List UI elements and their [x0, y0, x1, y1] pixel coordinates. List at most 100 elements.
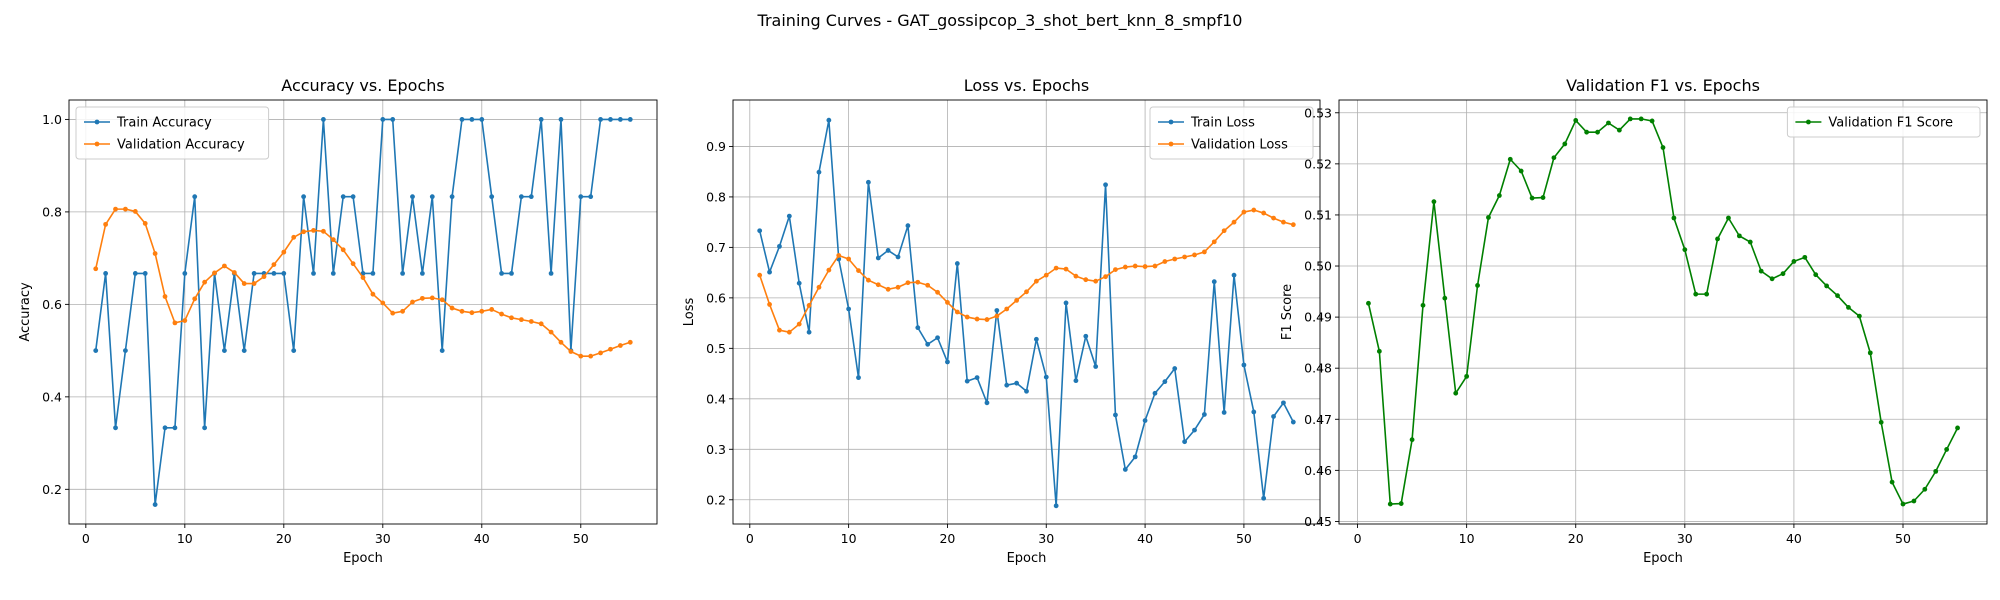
f1-data-point	[1562, 141, 1568, 147]
loss-data-point	[1182, 254, 1188, 260]
loss-data-point	[1221, 228, 1227, 234]
loss-data-point	[786, 213, 792, 219]
loss-data-point	[1083, 277, 1089, 283]
loss-data-point	[1132, 454, 1138, 460]
f1-x-tick-label: 40	[1786, 531, 1802, 546]
loss-data-point	[1290, 419, 1296, 425]
loss-data-point	[994, 313, 1000, 319]
f1-y-tick-label: 0.51	[1304, 207, 1332, 222]
f1-data-point	[1671, 215, 1677, 221]
f1-panel: 0 10 20 30 40 50 0.45 0.46 0.47 0.48 0.49 0.50 0.51 0…	[1280, 76, 1988, 566]
accuracy-data-point	[449, 194, 455, 200]
f1-data-point	[1922, 486, 1928, 492]
loss-data-point	[826, 117, 832, 123]
loss-data-point	[885, 286, 891, 292]
accuracy-data-point	[93, 266, 99, 272]
accuracy-data-point	[429, 194, 435, 200]
f1-data-point	[1682, 247, 1688, 253]
f1-x-tick-label: 10	[1459, 531, 1475, 546]
accuracy-data-point	[162, 294, 168, 299]
accuracy-data-point	[142, 221, 148, 226]
accuracy-data-point	[162, 425, 168, 431]
loss-y-tick-label: 0.7	[706, 240, 726, 255]
accuracy-data-point	[321, 228, 326, 234]
f1-data-point	[1496, 193, 1502, 198]
accuracy-data-point	[212, 270, 217, 276]
f1-x-tick-label: 50	[1895, 531, 1911, 546]
loss-data-point	[816, 284, 822, 290]
loss-data-point	[777, 327, 782, 333]
f1-data-point	[1802, 254, 1808, 260]
f1-data-point	[1453, 390, 1459, 396]
accuracy-data-point	[301, 229, 307, 235]
accuracy-data-point	[123, 348, 128, 354]
accuracy-x-tick-label: 40	[474, 531, 490, 546]
loss-data-point	[1211, 239, 1217, 245]
accuracy-data-point	[499, 270, 504, 276]
f1-data-point	[1616, 127, 1622, 133]
loss-data-point	[1063, 300, 1069, 306]
accuracy-y-tick-label: 0.8	[42, 204, 62, 219]
f1-data-point	[1638, 116, 1644, 122]
accuracy-data-point	[350, 261, 356, 267]
loss-data-point	[1033, 278, 1039, 284]
loss-data-point	[1093, 278, 1099, 284]
accuracy-data-point	[202, 279, 208, 285]
loss-data-point	[1281, 400, 1286, 406]
loss-y-tick-label: 0.4	[706, 391, 726, 406]
loss-data-point	[786, 329, 792, 335]
accuracy-data-point	[301, 194, 307, 200]
accuracy-data-point	[558, 339, 564, 345]
loss-data-point	[964, 314, 970, 320]
f1-data-point	[1726, 215, 1731, 221]
accuracy-data-point	[311, 270, 316, 276]
f1-data-point	[1824, 283, 1830, 289]
loss-data-point	[1053, 503, 1059, 509]
loss-data-point	[1231, 272, 1237, 278]
loss-data-point	[905, 280, 911, 286]
accuracy-data-point	[469, 117, 475, 122]
accuracy-y-tick-label: 0.6	[42, 297, 62, 312]
f1-y-tick-label: 0.45	[1304, 514, 1332, 529]
loss-data-point	[846, 256, 852, 262]
f1-data-point	[1889, 479, 1895, 485]
loss-data-point	[1083, 333, 1089, 339]
f1-data-point	[1867, 350, 1873, 356]
loss-data-point	[1261, 210, 1267, 216]
loss-legend-box	[1149, 106, 1314, 160]
loss-data-point	[836, 253, 842, 258]
loss-data-point	[895, 254, 901, 260]
loss-series-1	[757, 117, 1296, 509]
loss-data-point	[856, 268, 861, 274]
accuracy-data-point	[340, 247, 346, 253]
f1-data-point	[1846, 305, 1851, 310]
accuracy-data-point	[360, 275, 366, 280]
loss-data-point	[1113, 267, 1118, 272]
loss-data-point	[1290, 222, 1296, 228]
accuracy-data-point	[627, 339, 633, 345]
loss-legend-label: Train Loss	[1190, 116, 1255, 131]
accuracy-data-point	[469, 310, 475, 316]
f1-data-point	[1573, 118, 1579, 123]
f1-data-point	[1540, 195, 1546, 200]
loss-x-axis-label: Epoch	[1007, 551, 1047, 566]
f1-data-point	[1911, 498, 1917, 504]
loss-data-point	[984, 317, 990, 322]
loss-data-point	[1182, 439, 1188, 445]
accuracy-data-point	[281, 270, 287, 276]
accuracy-data-point	[132, 209, 138, 214]
accuracy-y-tick-label: 0.4	[42, 389, 62, 404]
loss-y-tick-label: 0.3	[706, 442, 726, 457]
accuracy-data-point	[123, 206, 128, 212]
accuracy-data-point	[93, 348, 99, 354]
loss-data-point	[1281, 219, 1286, 225]
loss-data-point	[925, 341, 931, 347]
accuracy-data-point	[380, 117, 386, 122]
accuracy-data-point	[400, 270, 405, 276]
accuracy-data-point	[172, 320, 178, 326]
accuracy-data-point	[400, 308, 405, 314]
loss-y-tick-label: 0.5	[706, 341, 726, 356]
f1-legend-box	[1786, 106, 1981, 138]
accuracy-data-point	[281, 249, 287, 255]
